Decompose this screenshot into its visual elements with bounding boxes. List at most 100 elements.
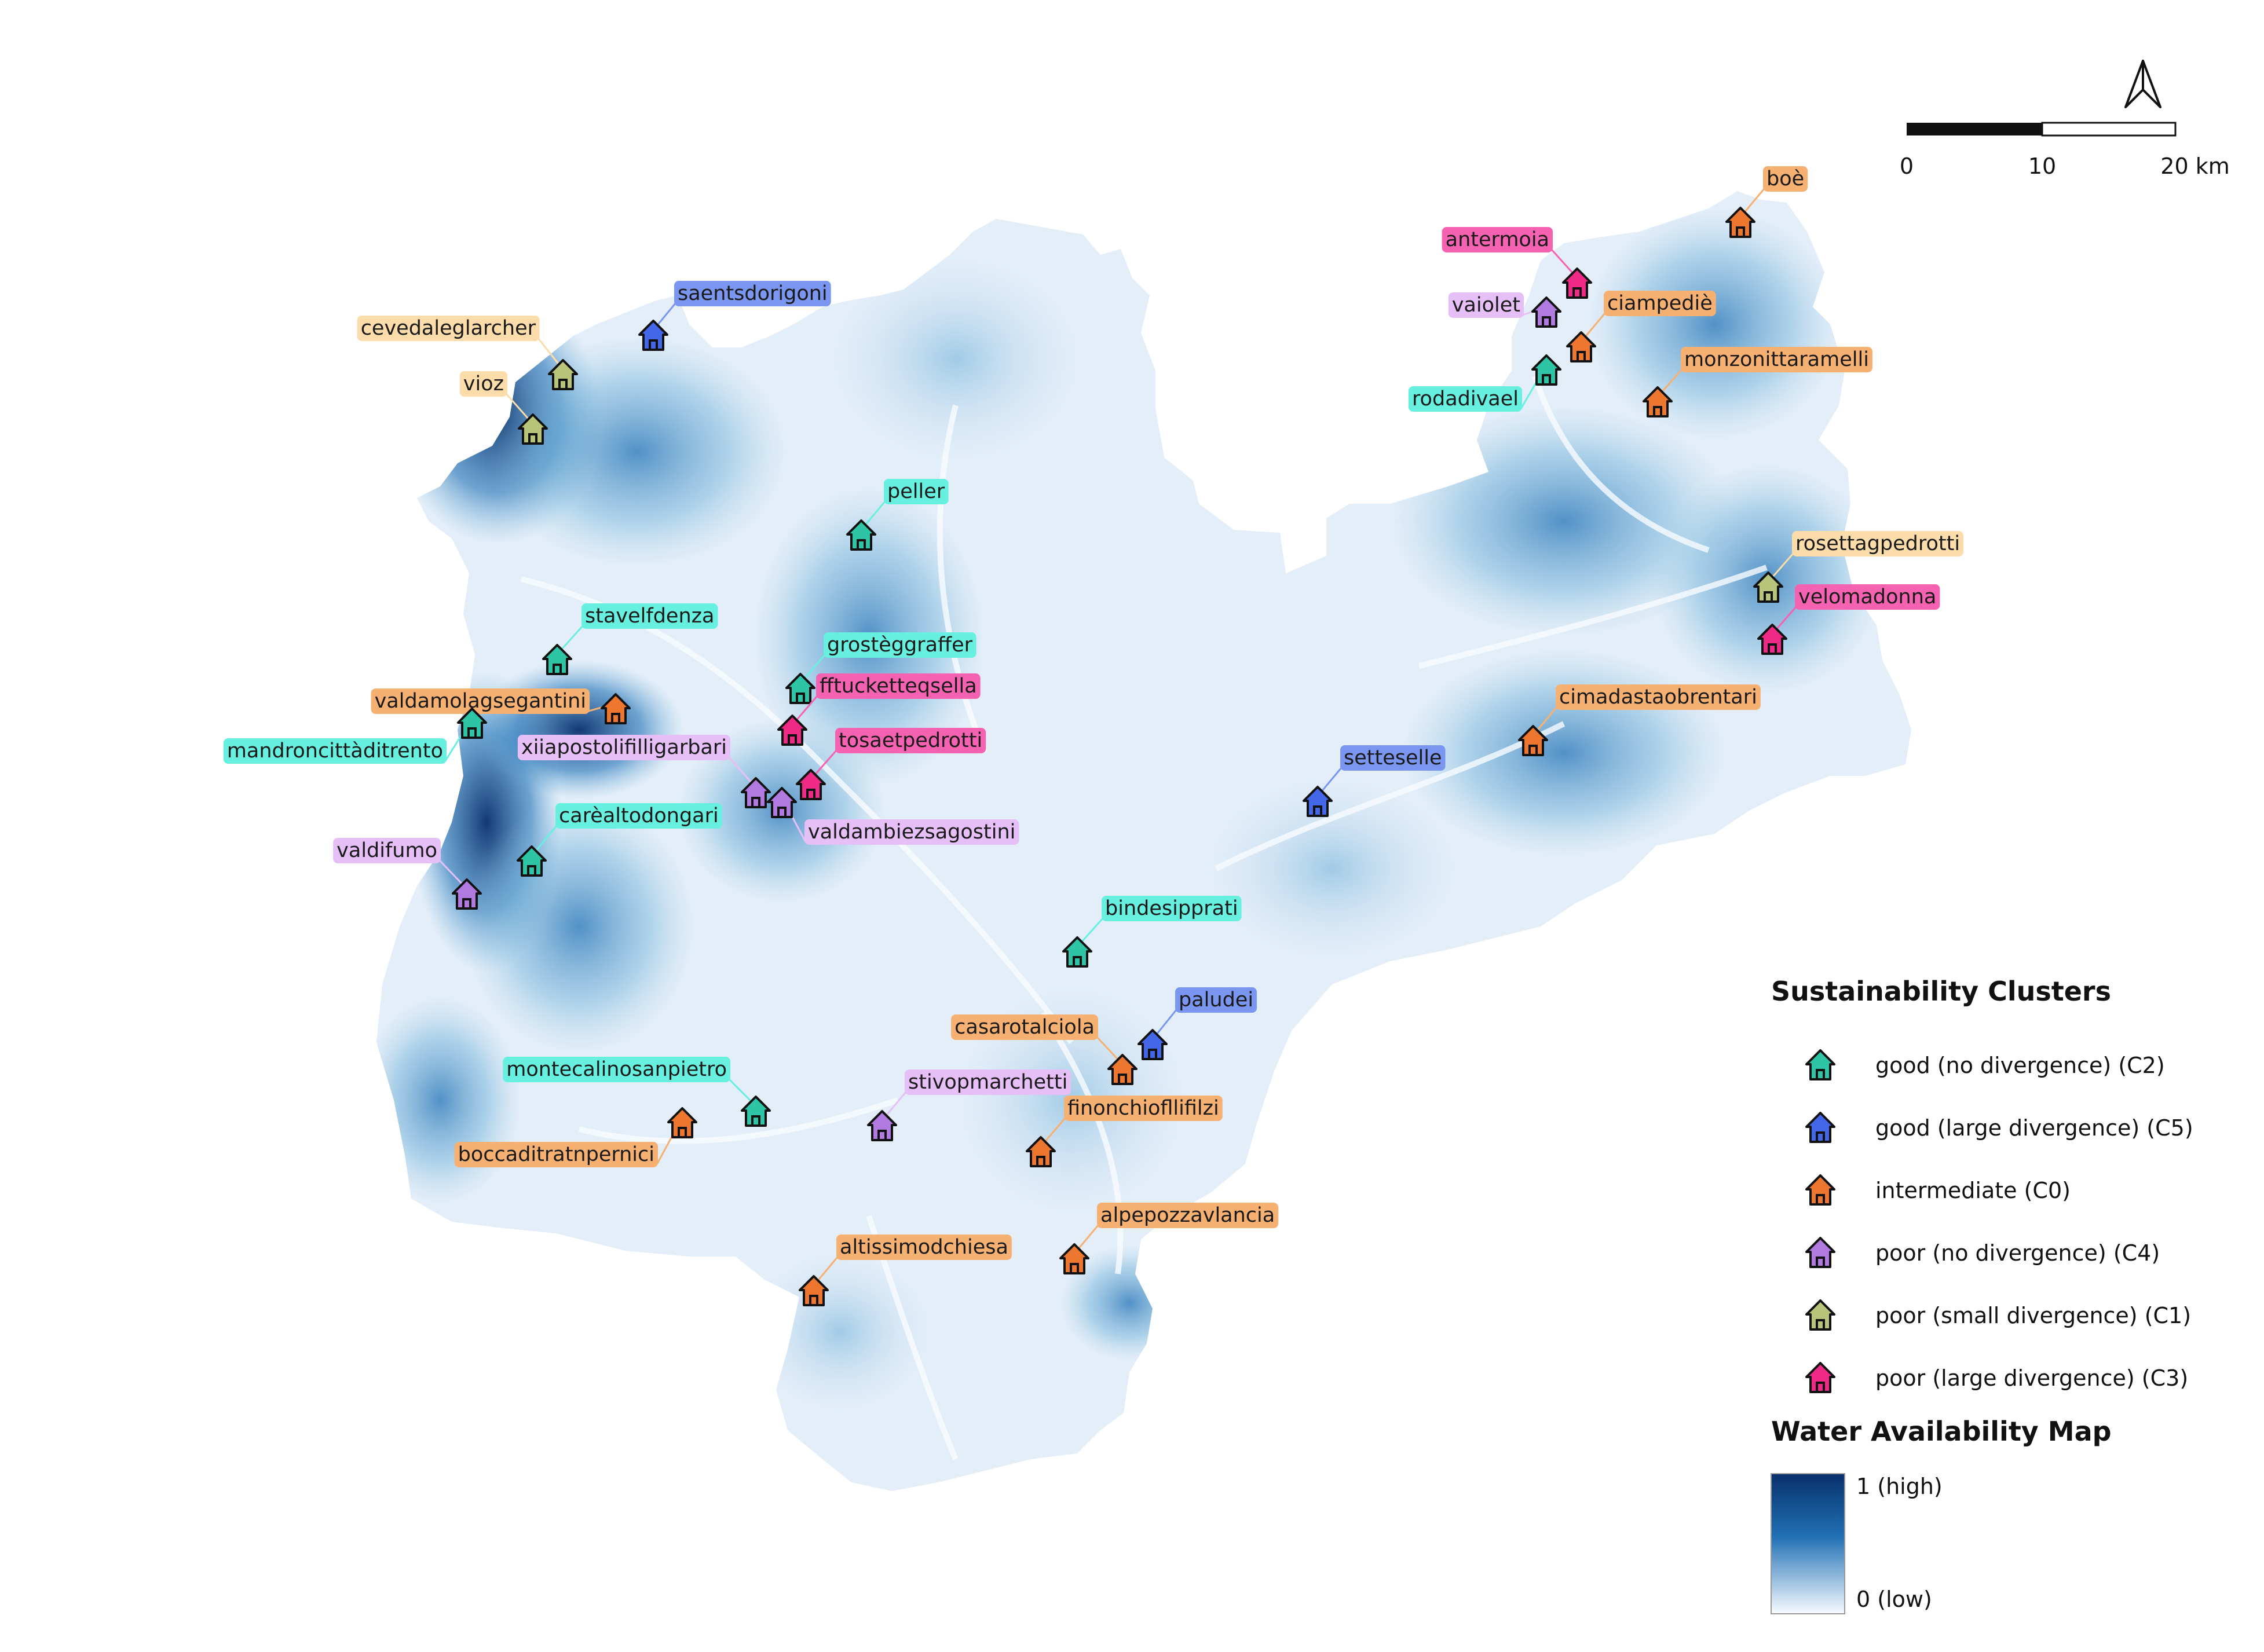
hut-label-altissimodchiesa: altissimodchiesa xyxy=(836,1235,1012,1260)
hut-icon-peller[interactable] xyxy=(846,519,876,551)
hut-label-monzonittaramelli: monzonittaramelli xyxy=(1681,347,1872,372)
water-low-label: 0 (low) xyxy=(1856,1587,1932,1612)
hut-icon-stavelfdenza[interactable] xyxy=(542,644,572,675)
north-arrow-icon xyxy=(2124,60,2161,108)
legend-clusters-title: Sustainability Clusters xyxy=(1771,976,2111,1007)
hut-label-finonchiofllifilzi: finonchiofllifilzi xyxy=(1064,1096,1223,1121)
hut-name-casarotalciola: casarotalciola xyxy=(954,1016,1095,1039)
hut-icon-xiiapostolifilligarbari[interactable] xyxy=(741,777,771,808)
scale-label-10: 10 xyxy=(2028,153,2056,179)
hut-label-alpepozzavlancia: alpepozzavlancia xyxy=(1097,1203,1279,1228)
legend-water-title: Water Availability Map xyxy=(1771,1416,2112,1447)
hut-name-altissimodchiesa: altissimodchiesa xyxy=(840,1236,1008,1259)
legend-label-c4: poor (no divergence) (C4) xyxy=(1875,1240,2160,1266)
hut-icon-cimadastaobrentari[interactable] xyxy=(1518,725,1548,756)
hut-name-boe: boè xyxy=(1766,167,1804,191)
legend-hut-icon-c3[interactable] xyxy=(1805,1362,1835,1393)
hut-icon-vaiolet[interactable] xyxy=(1531,296,1561,328)
hut-name-carealtodongari: carèaltodongari xyxy=(559,804,719,827)
hut-icon-montecalinosanpietro[interactable] xyxy=(741,1096,771,1127)
hut-label-grosteggraffer: grostèggraffer xyxy=(824,632,976,658)
hut-name-antermoia: antermoia xyxy=(1446,228,1549,251)
hut-icon-casarotalciola[interactable] xyxy=(1107,1054,1138,1085)
hut-label-montecalinosanpietro: montecalinosanpietro xyxy=(503,1057,730,1082)
hut-label-carealtodongari: carèaltodongari xyxy=(555,803,722,829)
hut-name-cevedaleglarcher: cevedaleglarcher xyxy=(361,317,536,340)
scale-bar: 0 10 20 km xyxy=(1900,122,2230,179)
hut-label-paludei: paludei xyxy=(1175,987,1257,1013)
hut-name-vioz: vioz xyxy=(463,372,504,395)
hut-label-velomadonna: velomadonna xyxy=(1795,584,1940,610)
hut-label-cevedaleglarcher: cevedaleglarcher xyxy=(357,316,540,341)
huts-layer: saentsdorigoni cevedaleglarcher vioz peller… xyxy=(223,166,1964,1306)
hut-icon-rodadivael[interactable] xyxy=(1531,354,1561,386)
scale-label-20km: 20 km xyxy=(2160,153,2229,179)
hut-icon-valdamolagsegantini[interactable] xyxy=(601,693,631,724)
hut-name-finonchiofllifilzi: finonchiofllifilzi xyxy=(1067,1097,1219,1120)
hut-label-boe: boè xyxy=(1763,166,1808,192)
hut-label-casarotalciola: casarotalciola xyxy=(951,1014,1098,1040)
hut-icon-antermoia[interactable] xyxy=(1562,268,1592,299)
hut-name-cimadastaobrentari: cimadastaobrentari xyxy=(1559,686,1757,709)
hut-icon-stivopmarchetti[interactable] xyxy=(867,1110,897,1141)
hut-icon-valdambiezsagostini[interactable] xyxy=(767,787,797,818)
hut-icon-boe[interactable] xyxy=(1725,207,1755,238)
hut-name-bindesipprati: bindesipprati xyxy=(1105,897,1238,920)
hut-icon-bindesipprati[interactable] xyxy=(1062,936,1092,968)
hut-name-montecalinosanpietro: montecalinosanpietro xyxy=(506,1058,727,1081)
hut-icon-fftucketteqsella[interactable] xyxy=(777,715,807,746)
hut-name-alpepozzavlancia: alpepozzavlancia xyxy=(1100,1204,1275,1227)
hut-label-stavelfdenza: stavelfdenza xyxy=(581,603,718,629)
hut-name-tosaetpedrotti: tosaetpedrotti xyxy=(839,729,982,752)
hut-label-antermoia: antermoia xyxy=(1442,227,1553,252)
hut-name-stivopmarchetti: stivopmarchetti xyxy=(908,1071,1067,1094)
hut-name-ciampedie: ciampediè xyxy=(1607,292,1713,315)
hut-icon-rosettagpedrotti[interactable] xyxy=(1753,572,1783,603)
hut-label-fftucketteqsella: fftucketteqsella xyxy=(816,673,981,699)
legend-hut-icon-c0[interactable] xyxy=(1805,1174,1835,1206)
hut-label-bindesipprati: bindesipprati xyxy=(1102,896,1242,921)
hut-name-rosettagpedrotti: rosettagpedrotti xyxy=(1795,532,1960,555)
water-high-label: 1 (high) xyxy=(1856,1474,1943,1499)
hut-icon-velomadonna[interactable] xyxy=(1757,624,1787,655)
hut-icon-cevedaleglarcher[interactable] xyxy=(548,359,578,390)
legend-hut-icon-c1[interactable] xyxy=(1805,1299,1835,1331)
hut-name-valdambiezsagostini: valdambiezsagostini xyxy=(808,820,1015,844)
hut-icon-valdifumo[interactable] xyxy=(452,878,482,910)
hut-label-rodadivael: rodadivael xyxy=(1408,386,1522,412)
hut-icon-grosteggraffer[interactable] xyxy=(785,673,815,704)
hut-icon-setteselle[interactable] xyxy=(1303,786,1333,817)
hut-icon-boccaditratnpernici[interactable] xyxy=(667,1107,697,1138)
hut-name-valdifumo: valdifumo xyxy=(337,839,437,862)
hut-icon-tosaetpedrotti[interactable] xyxy=(796,769,826,800)
legend-label-c5: good (large divergence) (C5) xyxy=(1875,1115,2193,1141)
legend-hut-icon-c5[interactable] xyxy=(1805,1112,1835,1143)
scale-bar-black xyxy=(1907,123,2042,135)
hut-name-velomadonna: velomadonna xyxy=(1798,585,1936,609)
hut-icon-saentsdorigoni[interactable] xyxy=(638,320,668,351)
hut-icon-mandroncittaditrento[interactable] xyxy=(457,708,487,739)
water-availability-region xyxy=(376,191,1911,1491)
hut-label-saentsdorigoni: saentsdorigoni xyxy=(674,281,831,306)
hut-name-vaiolet: vaiolet xyxy=(1452,294,1520,317)
hut-name-paludei: paludei xyxy=(1179,988,1253,1012)
hut-label-valdifumo: valdifumo xyxy=(333,838,441,863)
hut-icon-alpepozzavlancia[interactable] xyxy=(1059,1243,1089,1274)
hut-icon-monzonittaramelli[interactable] xyxy=(1643,386,1673,417)
hut-icon-ciampedie[interactable] xyxy=(1566,331,1596,362)
legend-hut-icon-c2[interactable] xyxy=(1805,1049,1835,1080)
scale-label-0: 0 xyxy=(1900,153,1914,179)
legend-hut-icon-c4[interactable] xyxy=(1805,1237,1835,1268)
hut-name-rodadivael: rodadivael xyxy=(1412,387,1519,411)
hut-icon-altissimodchiesa[interactable] xyxy=(799,1275,829,1306)
hut-name-boccaditratnpernici: boccaditratnpernici xyxy=(458,1143,654,1166)
water-ramp-swatch xyxy=(1771,1473,1845,1614)
legend-label-c1: poor (small divergence) (C1) xyxy=(1875,1303,2191,1328)
legend-label-c2: good (no divergence) (C2) xyxy=(1875,1053,2165,1078)
hut-label-cimadastaobrentari: cimadastaobrentari xyxy=(1556,684,1761,710)
hut-icon-paludei[interactable] xyxy=(1138,1029,1168,1060)
hut-icon-carealtodongari[interactable] xyxy=(517,845,547,877)
hut-icon-finonchiofllifilzi[interactable] xyxy=(1026,1136,1056,1167)
hut-icon-vioz[interactable] xyxy=(518,413,548,445)
